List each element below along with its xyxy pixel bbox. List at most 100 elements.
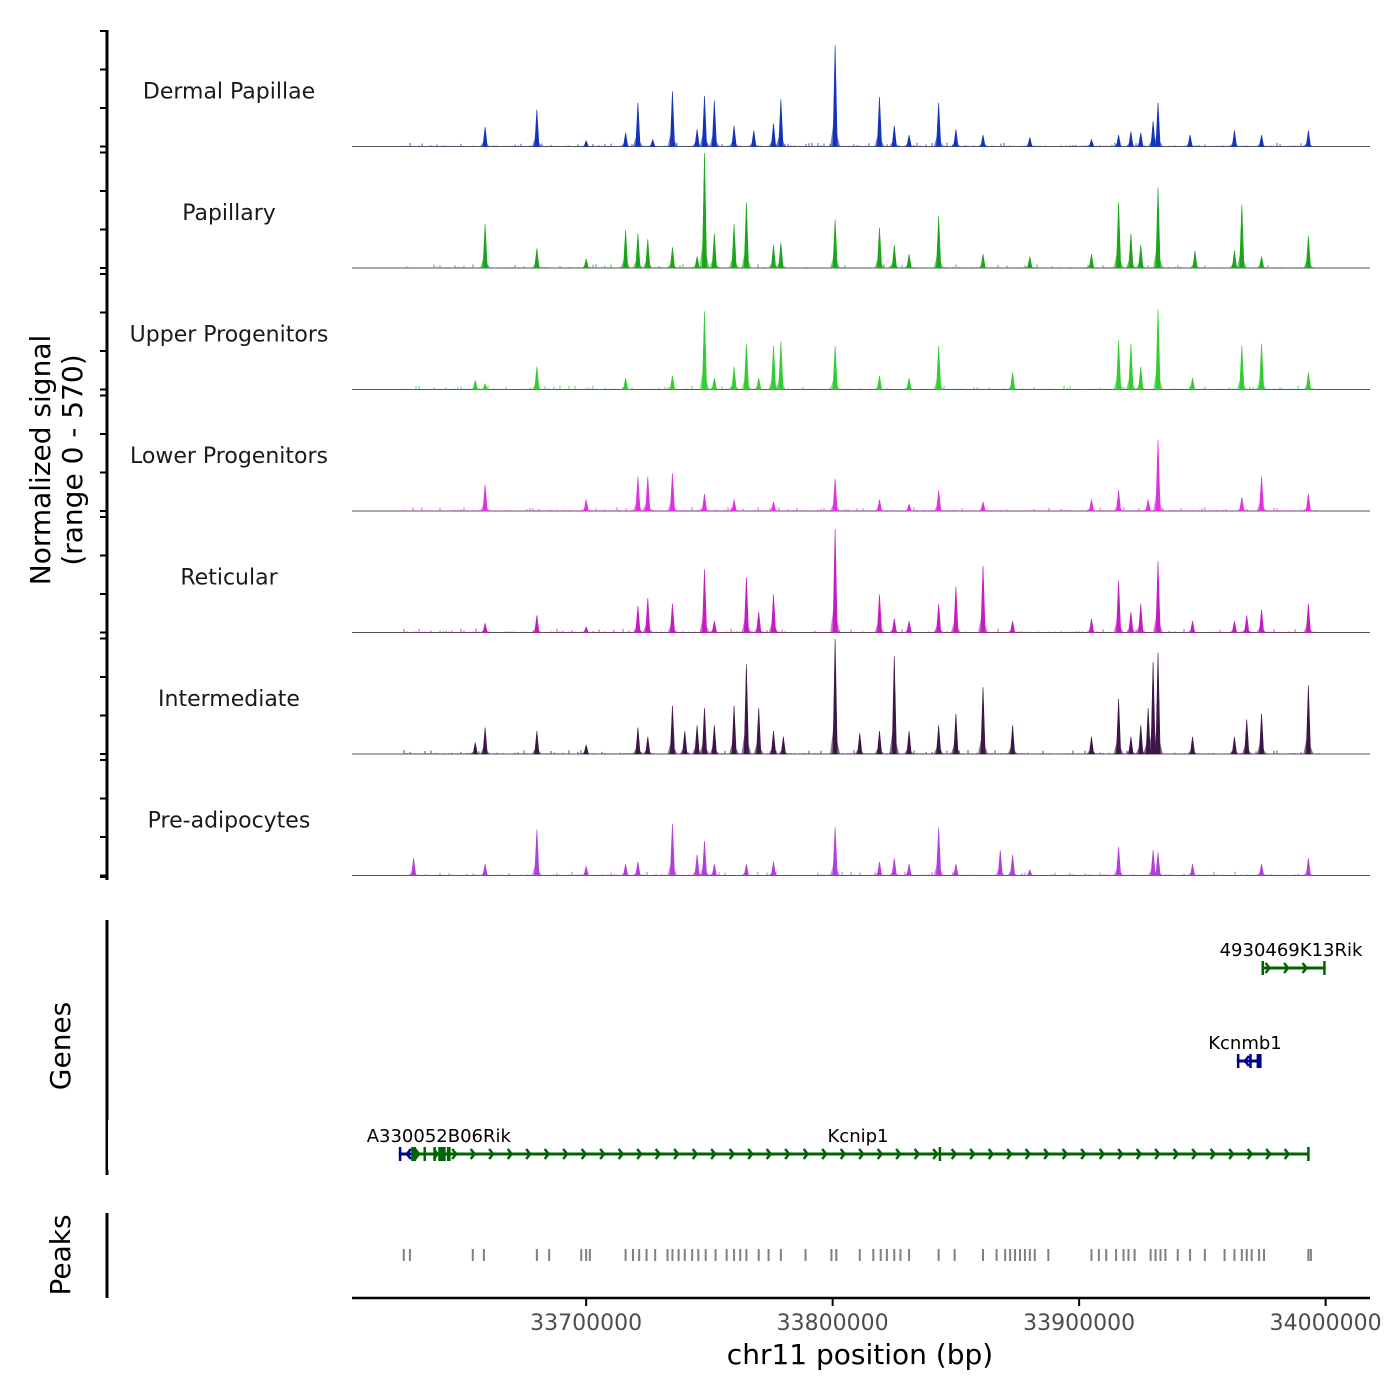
signal-peak-shoulder	[775, 134, 786, 147]
signal-peak-shoulder	[830, 606, 841, 633]
signal-peak-shoulder	[1229, 263, 1240, 268]
strand-arrow	[1209, 1148, 1217, 1160]
signal-peak-shoulder	[978, 508, 989, 511]
gene-exon	[438, 1147, 446, 1161]
ylabel-line1: Normalized signal	[24, 335, 57, 586]
peak-region	[697, 1249, 700, 1261]
signal-peak-shoulder	[1185, 143, 1196, 147]
signal-peak-shoulder	[933, 135, 944, 147]
x-tick-label: 33900000	[1023, 1311, 1135, 1336]
signal-peak-shoulder	[904, 264, 915, 268]
peak-region	[1115, 1249, 1118, 1261]
genes-panel-label: Genes	[44, 1002, 77, 1090]
signal-peak-shoulder	[667, 262, 678, 268]
signal-peak-shoulder	[709, 135, 720, 147]
signal-peak-shoulder	[531, 263, 542, 268]
signal-peak-shoulder	[1256, 378, 1267, 390]
strand-arrow	[580, 1148, 588, 1160]
x-axis-ticks: 33700000 33800000 33900000 34000000	[530, 1298, 1382, 1336]
peak-region	[1223, 1249, 1226, 1261]
strand-arrow	[1080, 1148, 1087, 1160]
signal-peak-shoulder	[699, 866, 710, 876]
peak-region	[645, 1249, 648, 1261]
signal-peak-shoulder	[632, 135, 643, 147]
track-background-signal	[403, 628, 1320, 633]
peak-region-panel	[402, 1249, 1312, 1261]
gene-exon	[1307, 1147, 1310, 1161]
gene-kcnmb1: Kcnmb1	[1208, 1033, 1282, 1068]
signal-peak-shoulder	[1007, 629, 1018, 633]
strand-arrow	[488, 1148, 495, 1160]
signal-peak-shoulder	[531, 383, 542, 390]
peak-region	[879, 1249, 882, 1261]
signal-peak-shoulder	[775, 261, 786, 268]
signal-peak-shoulder	[709, 386, 720, 390]
peak-region	[779, 1249, 782, 1261]
signal-peak-shoulder	[620, 872, 631, 876]
signal-peak-shoulder	[729, 257, 740, 268]
track-background-signal	[403, 385, 1320, 390]
signal-peak-shoulder	[1229, 142, 1240, 147]
signal-peak-shoulder	[950, 872, 961, 876]
signal-axis-ticks	[100, 30, 107, 878]
signal-peak-shoulder	[1153, 869, 1164, 876]
signal-peak-shoulder	[667, 741, 678, 754]
strand-arrow	[1043, 1148, 1050, 1160]
track-upper-progenitors: Upper Progenitors	[130, 308, 1370, 390]
signal-peak-shoulder	[531, 748, 542, 754]
peak-region	[654, 1249, 657, 1261]
gene-exon	[423, 1147, 426, 1161]
signal-peak-shoulder	[581, 631, 592, 633]
signal-peak-shoulder	[933, 378, 944, 390]
peak-region	[1240, 1249, 1243, 1261]
signal-peak-shoulder	[667, 862, 678, 876]
gene-4930469k13rik: 4930469K13Rik	[1220, 940, 1363, 975]
signal-peak-shoulder	[830, 378, 841, 390]
signal-peak-shoulder	[480, 747, 491, 754]
signal-peak-shoulder	[480, 141, 491, 147]
signal-peak-shoulder	[1256, 502, 1267, 511]
peak-region	[1009, 1249, 1012, 1261]
peak-region	[1258, 1249, 1261, 1261]
signal-peak-shoulder	[775, 377, 786, 390]
signal-peak-shoulder	[667, 625, 678, 633]
signal-peak-shoulder	[1007, 385, 1018, 390]
track-label: Upper Progenitors	[130, 323, 329, 348]
strand-arrow	[1264, 962, 1272, 974]
signal-peak-shoulder	[1125, 627, 1136, 633]
signal-peak-shoulder	[470, 387, 481, 390]
signal-peak-shoulder	[699, 616, 710, 633]
signal-peak-shoulder	[1024, 144, 1035, 147]
strand-arrow	[784, 1148, 791, 1160]
gene-exon	[1256, 1054, 1262, 1068]
signal-peak-shoulder	[995, 869, 1006, 876]
signal-peak-shoulder	[741, 731, 752, 754]
peak-region	[1127, 1249, 1130, 1261]
signal-peak-shoulder	[642, 260, 653, 268]
signal-peak-shoulder	[1303, 142, 1314, 147]
signal-peak-shoulder	[699, 506, 710, 511]
signal-peak-shoulder	[1007, 870, 1018, 876]
track-dermal-papillae: Dermal Papillae	[143, 45, 1370, 147]
x-tick-label: 33700000	[530, 1311, 642, 1336]
signal-peak-shoulder	[830, 725, 841, 754]
peak-region	[585, 1249, 588, 1261]
signal-peak-shoulder	[1303, 625, 1314, 633]
peak-region	[588, 1249, 591, 1261]
signal-peak-shoulder	[1229, 749, 1240, 754]
peak-region	[1245, 1249, 1248, 1261]
signal-peak-shoulder	[741, 618, 752, 633]
peak-region	[858, 1249, 861, 1261]
peak-region	[908, 1249, 911, 1261]
peak-region	[953, 1249, 956, 1261]
peak-region	[1004, 1249, 1007, 1261]
signal-peak-shoulder	[1236, 507, 1247, 511]
signal-peak-shoulder	[709, 259, 720, 268]
strand-arrow	[802, 1148, 810, 1160]
signal-peak-shoulder	[581, 751, 592, 754]
signal-peak-shoulder	[1086, 264, 1097, 268]
signal-peak-shoulder	[1189, 263, 1200, 268]
signal-peak-shoulder	[1187, 872, 1198, 876]
strand-arrow	[1246, 1148, 1254, 1160]
